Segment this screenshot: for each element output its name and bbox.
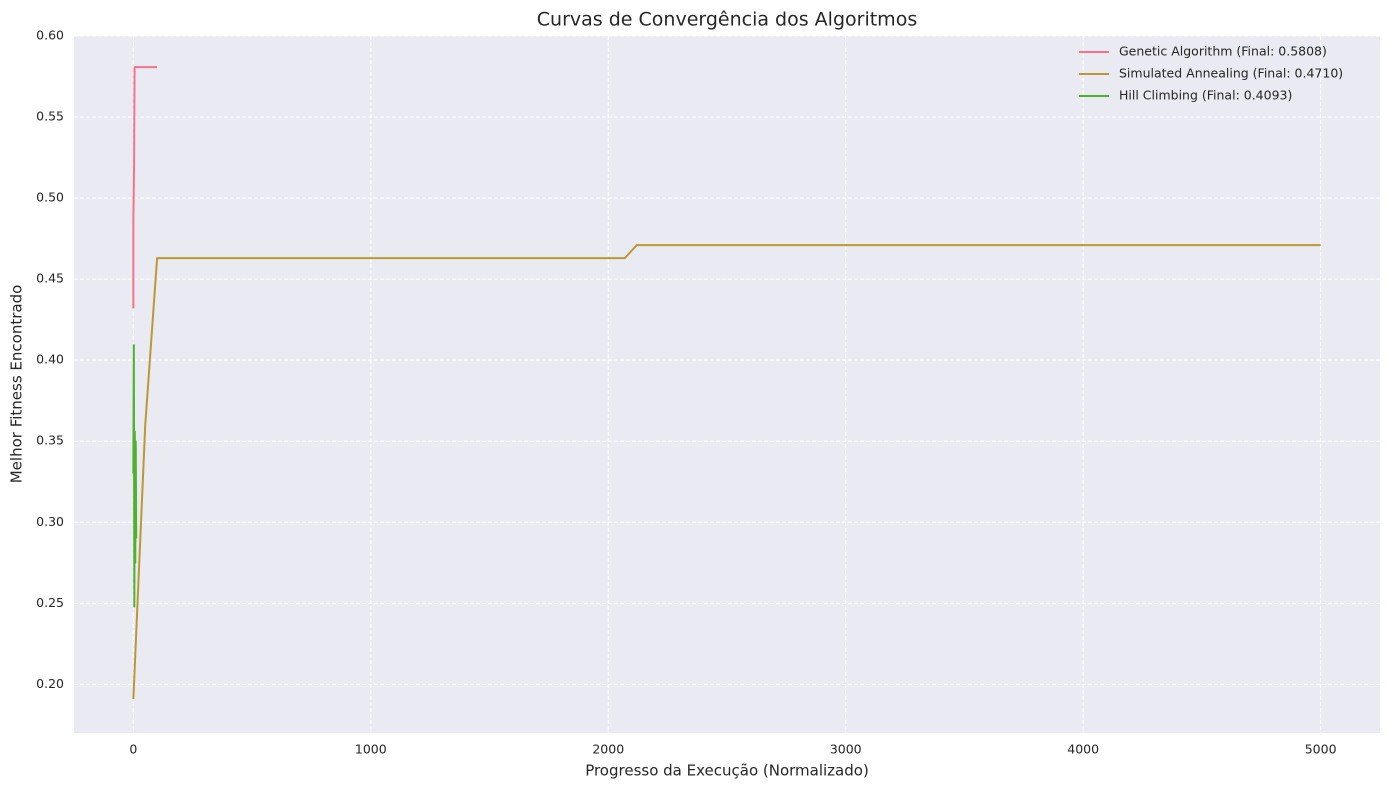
y-tick-label: 0.20 bbox=[36, 676, 64, 691]
x-tick-label: 0 bbox=[129, 742, 137, 757]
y-tick-label: 0.40 bbox=[36, 352, 64, 367]
legend-label: Hill Climbing (Final: 0.4093) bbox=[1119, 88, 1292, 103]
x-tick-label: 5000 bbox=[1305, 742, 1337, 757]
plot-area bbox=[74, 36, 1380, 733]
y-tick-label: 0.35 bbox=[36, 433, 64, 448]
x-tick-label: 2000 bbox=[592, 742, 624, 757]
y-axis-label: Melhor Fitness Encontrado bbox=[8, 285, 26, 484]
legend-label: Genetic Algorithm (Final: 0.5808) bbox=[1119, 44, 1327, 59]
y-tick-label: 0.45 bbox=[36, 271, 64, 286]
chart-title: Curvas de Convergência dos Algoritmos bbox=[537, 9, 917, 31]
y-tick-label: 0.30 bbox=[36, 514, 64, 529]
series-line bbox=[132, 66, 158, 309]
series-line bbox=[132, 344, 138, 608]
legend-label: Simulated Annealing (Final: 0.4710) bbox=[1119, 66, 1343, 81]
y-tick-label: 0.55 bbox=[36, 109, 64, 124]
x-tick-label: 1000 bbox=[355, 742, 387, 757]
y-tick-label: 0.60 bbox=[36, 28, 64, 43]
x-axis-label: Progresso da Execução (Normalizado) bbox=[585, 762, 869, 780]
y-tick-label: 0.25 bbox=[36, 595, 64, 610]
series-line bbox=[132, 244, 1321, 700]
x-tick-label: 4000 bbox=[1067, 742, 1099, 757]
y-tick-label: 0.50 bbox=[36, 190, 64, 205]
x-tick-label: 3000 bbox=[830, 742, 862, 757]
